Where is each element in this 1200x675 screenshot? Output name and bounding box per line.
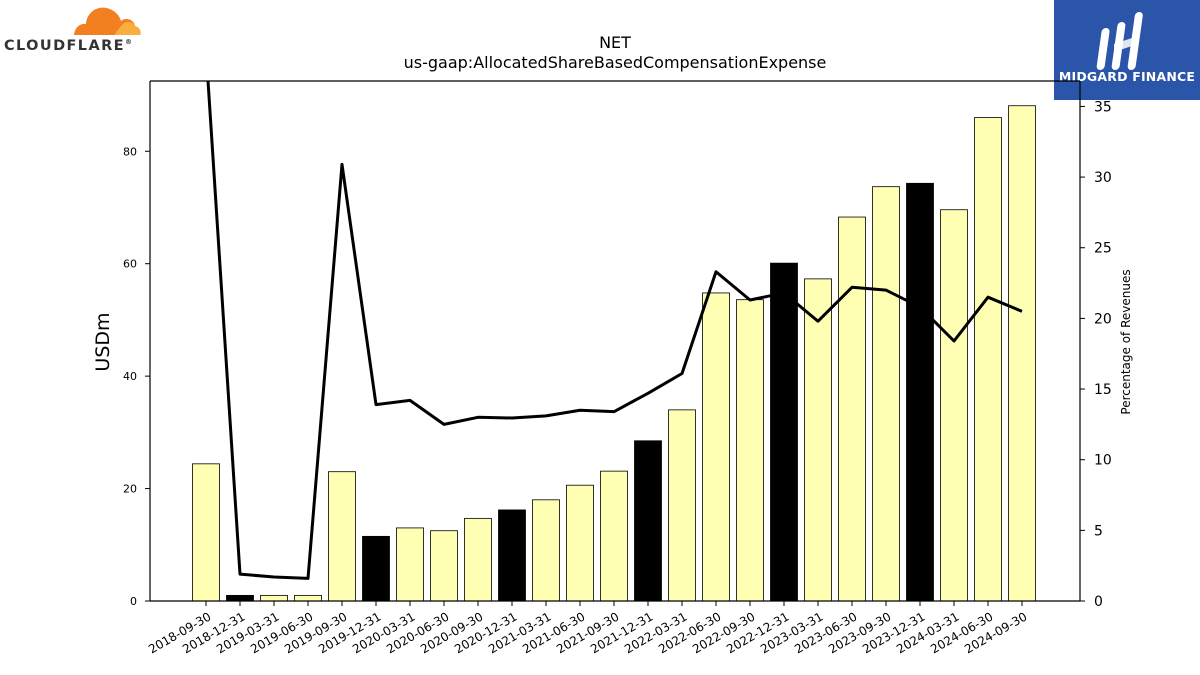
bar xyxy=(294,594,322,602)
y2-tick-label: 10 xyxy=(1094,453,1112,469)
y-tick-label: 60 xyxy=(123,258,137,271)
bar xyxy=(362,535,390,602)
midgard-wordmark: MIDGARD FINANCE xyxy=(1058,69,1196,84)
bar xyxy=(1008,105,1036,602)
bar xyxy=(396,527,424,602)
cloudflare-wordmark: CLOUDFLARE® xyxy=(4,38,132,54)
bar xyxy=(566,484,594,602)
bar xyxy=(634,440,662,602)
bar xyxy=(328,471,356,602)
bar xyxy=(838,216,866,602)
y-tick-label: 20 xyxy=(123,483,137,496)
series-line xyxy=(206,81,1023,580)
chart-subtitle: us-gaap:AllocatedShareBasedCompensationE… xyxy=(404,53,827,72)
bar xyxy=(668,409,696,602)
y2-tick-label: 25 xyxy=(1094,241,1112,257)
y-tick-label: 40 xyxy=(123,370,137,383)
y2-axis-label: Percentage of Revenues xyxy=(1119,269,1133,414)
bar xyxy=(430,530,458,602)
bar xyxy=(600,470,628,602)
bar xyxy=(192,463,220,602)
chart-title: NET xyxy=(599,33,631,52)
bar xyxy=(974,117,1002,602)
plot-area: 020406080051015202530352018-09-302018-12… xyxy=(123,80,1112,656)
bar xyxy=(498,509,526,602)
bar xyxy=(702,292,730,602)
bar xyxy=(906,182,934,602)
bar xyxy=(736,299,764,602)
cloudflare-cloud-icon xyxy=(72,7,142,38)
y-axis-label: USDm xyxy=(92,312,114,371)
bar xyxy=(804,278,832,602)
bar xyxy=(464,517,492,602)
bar xyxy=(940,209,968,602)
cloudflare-logo: CLOUDFLARE® xyxy=(4,4,144,54)
y2-tick-label: 35 xyxy=(1094,99,1112,115)
y2-tick-label: 30 xyxy=(1094,170,1112,186)
bar xyxy=(770,262,798,602)
bar xyxy=(260,594,288,602)
midgard-emblem-icon xyxy=(1096,12,1143,70)
bar xyxy=(226,594,254,602)
y2-tick-label: 0 xyxy=(1094,594,1103,610)
cloudflare-wordmark-text: CLOUDFLARE xyxy=(4,38,125,54)
y2-tick-label: 15 xyxy=(1094,382,1112,398)
y2-tick-label: 20 xyxy=(1094,311,1112,327)
y-tick-label: 80 xyxy=(123,145,137,158)
bar xyxy=(872,186,900,602)
y2-tick-label: 5 xyxy=(1094,523,1103,539)
midgard-finance-logo: MIDGARD FINANCE xyxy=(1054,0,1200,100)
bar xyxy=(532,499,560,602)
y-tick-label: 0 xyxy=(130,595,137,608)
